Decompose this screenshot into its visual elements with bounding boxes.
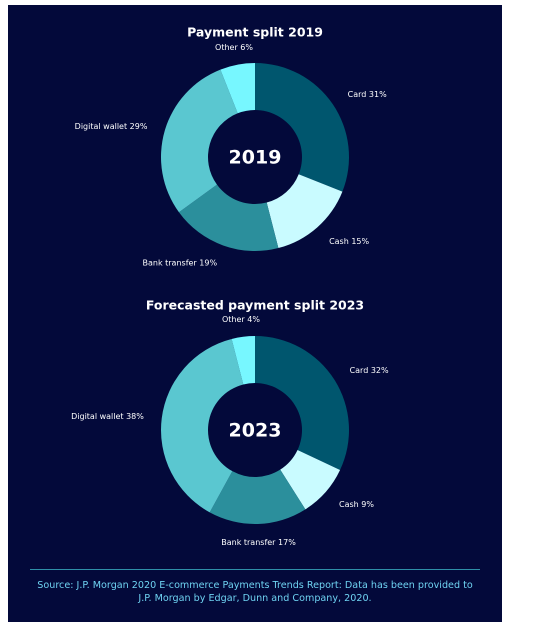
divider [30, 569, 480, 570]
slice-category: Digital wallet [71, 411, 123, 420]
slice-label: Cash 15% [329, 237, 369, 246]
slice-value: 38% [126, 411, 144, 420]
slice-label: Digital wallet 29% [75, 121, 148, 130]
slice-label: Card 31% [348, 90, 387, 99]
slice-value: 32% [371, 365, 389, 374]
slice-category: Bank transfer [221, 537, 276, 546]
donut-slice [255, 336, 349, 471]
slice-value: 31% [369, 90, 387, 99]
slice-category: Other [222, 314, 245, 323]
slice-value: 17% [278, 537, 296, 546]
slice-value: 19% [199, 258, 217, 267]
slice-category: Other [215, 42, 238, 51]
chart-title: Payment split 2019 [187, 25, 323, 40]
slice-value: 9% [361, 500, 374, 509]
donut-slice [178, 184, 279, 252]
slice-category: Bank transfer [142, 258, 197, 267]
source-note: Source: J.P. Morgan 2020 E-commerce Paym… [37, 580, 473, 604]
center-label: 2023 [229, 420, 282, 442]
slice-value: 29% [130, 121, 148, 130]
donut-slice [255, 63, 349, 192]
slice-value: 6% [240, 42, 253, 51]
donut-slice [220, 63, 255, 114]
center-label: 2019 [229, 147, 282, 169]
donut-slice [231, 336, 255, 385]
donut-slice [280, 450, 341, 510]
slice-label: Digital wallet 38% [71, 411, 144, 420]
slice-category: Card [350, 365, 369, 374]
slice-label: Other 4% [222, 314, 260, 323]
slice-category: Digital wallet [75, 121, 127, 130]
slice-label: Card 32% [350, 365, 389, 374]
donut-slice [161, 69, 238, 213]
slice-category: Cash [339, 500, 359, 509]
slice-value: 4% [247, 314, 260, 323]
donut-slice [209, 469, 306, 524]
slice-category: Card [348, 90, 367, 99]
slice-category: Cash [329, 237, 349, 246]
donut-slice [161, 338, 244, 513]
slice-value: 15% [351, 237, 369, 246]
slice-label: Other 6% [215, 42, 253, 51]
donut-slice [266, 174, 343, 249]
chart-title: Forecasted payment split 2023 [146, 298, 364, 313]
slice-label: Bank transfer 19% [142, 258, 217, 267]
slice-label: Bank transfer 17% [221, 537, 296, 546]
slice-label: Cash 9% [339, 500, 374, 509]
